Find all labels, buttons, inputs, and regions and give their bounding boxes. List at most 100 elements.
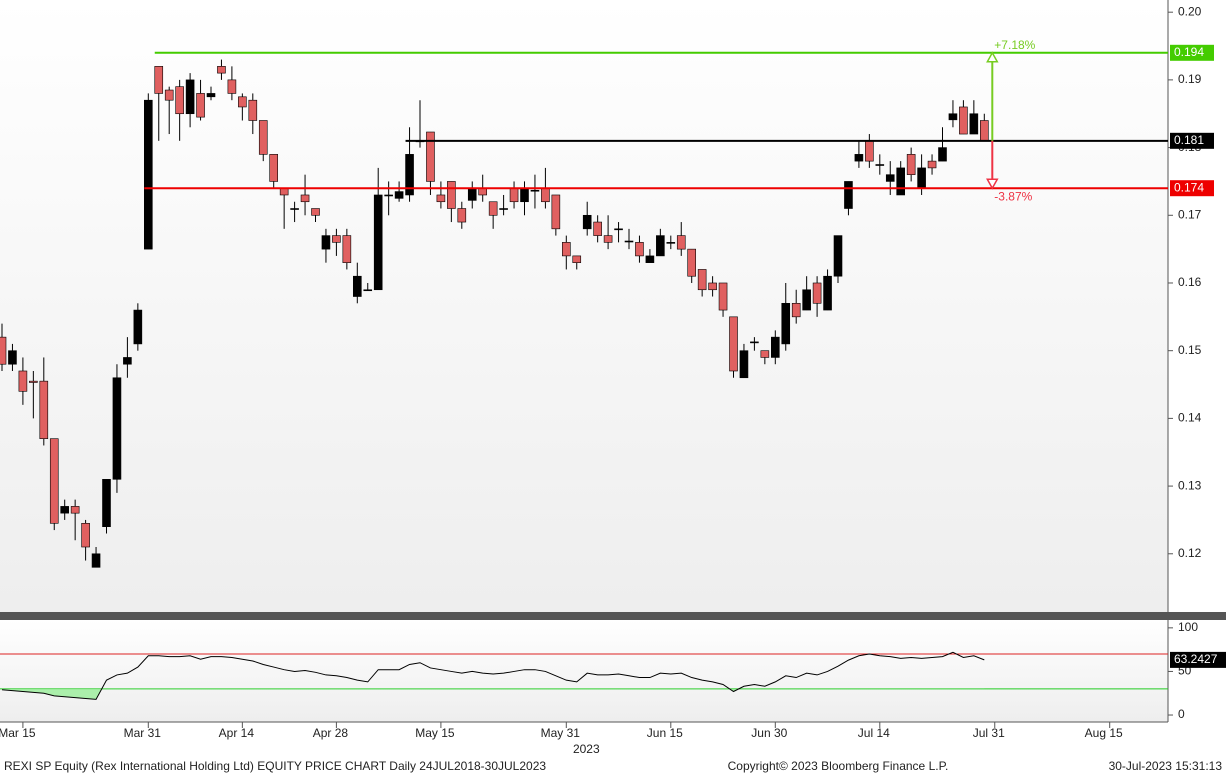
candle-body: [969, 113, 979, 135]
candle-body: [823, 275, 832, 311]
candle-body: [499, 208, 508, 210]
candle-body: [896, 167, 906, 196]
candle-body: [979, 120, 989, 142]
candle-body: [927, 160, 937, 169]
annotation: +7.18%: [994, 38, 1035, 52]
candle-body: [645, 255, 655, 263]
x-tick-label: Jul 14: [858, 726, 890, 740]
candle-body: [112, 377, 122, 480]
candle-body: [624, 240, 634, 243]
panel-divider: [0, 612, 1226, 620]
candle-body: [311, 208, 320, 216]
footer-right: 30-Jul-2023 15:31:13: [1109, 759, 1223, 773]
candle-body: [426, 131, 435, 182]
candle-body: [29, 380, 38, 383]
candle-body: [102, 479, 111, 527]
candle-body: [196, 93, 205, 118]
candle-body: [248, 99, 258, 121]
candle-body: [582, 214, 592, 230]
candle-body: [488, 201, 498, 216]
candle-body: [760, 350, 770, 358]
candle-body: [18, 370, 28, 392]
candle-body: [509, 187, 519, 203]
y-tick-label: 100: [1178, 620, 1198, 634]
y-tick-label: 0.15: [1178, 343, 1202, 357]
rsi-last-label: 63.2427: [1174, 652, 1218, 666]
x-tick-label: Mar 31: [124, 726, 162, 740]
candle-body: [656, 235, 665, 257]
level-label: 0.194: [1174, 45, 1204, 59]
candle-body: [812, 282, 822, 304]
candle-body: [467, 187, 477, 201]
candle-body: [938, 147, 947, 162]
candle-body: [447, 181, 456, 209]
x-tick-label: Jul 31: [973, 726, 1005, 740]
candle-body: [405, 154, 414, 196]
candle-body: [906, 154, 916, 175]
candle-body: [91, 553, 101, 568]
candle-body: [676, 235, 686, 250]
candle-body: [154, 66, 164, 94]
level-tag: [1170, 132, 1214, 149]
footer-left: REXI SP Equity (Rex International Holdin…: [4, 759, 546, 773]
candle-body: [875, 164, 885, 166]
candle-body: [185, 79, 195, 115]
candle-body: [530, 189, 540, 192]
x-tick-label: May 15: [415, 726, 455, 740]
candle-body: [332, 235, 341, 243]
candle-body: [175, 86, 184, 115]
candle-body: [729, 316, 738, 372]
candle-body: [217, 66, 226, 74]
candle-body: [708, 282, 717, 291]
candle-body: [917, 167, 926, 189]
candle-body: [572, 255, 582, 263]
candle-body: [227, 79, 237, 94]
candle-body: [269, 154, 279, 182]
candle-body: [258, 120, 268, 155]
rsi-tag: [1170, 651, 1226, 668]
price-panel: [0, 0, 1168, 612]
candle-body: [279, 187, 289, 196]
candle-body: [8, 350, 17, 365]
candle-body: [593, 221, 602, 236]
candle-body: [300, 194, 310, 203]
candle-body: [854, 154, 864, 162]
candle-body: [342, 235, 352, 263]
candle-body: [457, 208, 467, 223]
y-tick-label: 0.17: [1178, 207, 1202, 221]
rsi-line: [1, 651, 985, 700]
up-arrow-head: [986, 51, 999, 63]
x-tick-label: Mar 15: [0, 726, 36, 740]
candle-body: [844, 181, 853, 209]
candle-body: [959, 106, 968, 135]
candle-body: [49, 438, 59, 524]
candle-body: [551, 194, 561, 230]
candle-body: [687, 248, 697, 277]
candle-body: [865, 140, 874, 162]
candle-body: [373, 194, 383, 291]
candle-body: [697, 269, 707, 291]
candle-body: [238, 96, 247, 108]
oversold-fill: [2, 688, 985, 700]
candle-body: [478, 187, 488, 196]
candle-body: [541, 187, 550, 203]
candle-body: [802, 289, 811, 311]
candle-body: [750, 341, 759, 344]
down-arrow-head: [986, 178, 999, 190]
candle-body: [144, 99, 153, 250]
candle-body: [614, 228, 623, 231]
candle-body: [39, 380, 49, 439]
candle-body: [833, 235, 843, 277]
y-tick-label: 0.13: [1178, 478, 1202, 492]
level-tag: [1170, 44, 1214, 61]
candle-body: [352, 275, 362, 297]
candle-body: [60, 506, 70, 514]
y-tick-label: 0.14: [1178, 411, 1202, 425]
candle-body: [718, 282, 728, 311]
x-tick-label: Aug 15: [1085, 726, 1123, 740]
candle-body: [436, 194, 446, 203]
x-tick-label: May 31: [541, 726, 581, 740]
y-tick-label: 0.16: [1178, 275, 1202, 289]
candle-body: [770, 336, 780, 358]
candle-body: [123, 357, 132, 365]
